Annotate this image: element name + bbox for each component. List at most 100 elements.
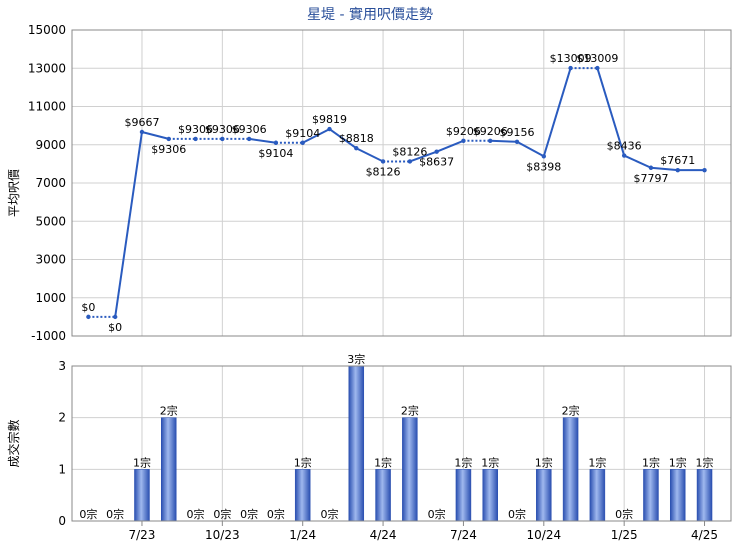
line-data-label: $8126 [366, 165, 401, 178]
x-tick-label: 1/24 [289, 528, 316, 542]
y-tick-label-top: 11000 [28, 100, 66, 114]
bar-data-label: 0宗 [320, 507, 338, 521]
line-point [702, 167, 707, 173]
line-data-label: $9156 [500, 126, 535, 139]
x-tick-label: 4/25 [691, 528, 718, 542]
bar-data-label: 0宗 [187, 507, 205, 521]
line-point [354, 146, 359, 151]
line-data-label: $0 [81, 301, 95, 314]
y-tick-label-bottom: 3 [58, 359, 66, 373]
line-data-label: $9206 [446, 125, 481, 138]
line-segment [302, 128, 330, 144]
y-tick-label-top: 1000 [35, 291, 66, 305]
line-segment [542, 67, 572, 157]
line-data-label: $9306 [178, 123, 213, 136]
bar [455, 469, 472, 522]
bar [294, 469, 311, 522]
x-tick-label: 7/24 [450, 528, 477, 542]
y-tick-label-top: 7000 [35, 176, 66, 190]
bar-data-label: 1宗 [374, 455, 392, 469]
bar-data-label: 0宗 [106, 507, 124, 521]
x-tick-label: 1/25 [611, 528, 638, 542]
line-segment [490, 139, 518, 143]
line-data-label: $8398 [526, 160, 561, 173]
line-point [193, 136, 198, 142]
line-point [86, 314, 91, 320]
bar-data-label: 0宗 [428, 507, 446, 521]
bar-data-label: 1宗 [588, 455, 606, 469]
line-data-label: $9206 [473, 125, 508, 138]
line-point [675, 167, 680, 173]
bar-data-label: 3宗 [347, 352, 365, 366]
line-segment [114, 131, 143, 318]
line-point [568, 65, 573, 71]
line-segment [141, 131, 170, 140]
line-point [300, 140, 305, 145]
line-point [327, 126, 332, 132]
bar-data-label: 0宗 [615, 507, 633, 521]
x-tick-label: 7/23 [128, 528, 155, 542]
bar [669, 469, 686, 522]
bar [134, 469, 150, 522]
line-data-label: $9306 [205, 123, 240, 136]
line-data-label: $9306 [151, 143, 186, 156]
bar [643, 469, 659, 522]
bar [482, 469, 498, 522]
y-axis-label-top: 平均呎價 [7, 169, 21, 217]
bar-data-label: 0宗 [240, 507, 258, 521]
bar-data-label: 0宗 [213, 507, 231, 521]
line-data-label: $9667 [124, 116, 159, 129]
line-point [648, 165, 654, 170]
y-tick-label-bottom: 0 [58, 514, 66, 528]
line-point [139, 129, 145, 135]
bar-data-label: 1宗 [481, 455, 499, 469]
line-segment [516, 140, 545, 158]
line-point [220, 136, 225, 142]
line-point [541, 154, 547, 159]
bar-data-label: 1宗 [454, 455, 472, 469]
line-point [273, 140, 279, 145]
line-point [434, 149, 439, 154]
bar [696, 469, 713, 522]
line-point [112, 314, 118, 320]
bar [375, 469, 391, 522]
line-segment [248, 137, 277, 144]
line-segment [623, 154, 652, 169]
line-segment [436, 139, 464, 153]
chart-title: 星堤 - 實用呎價走勢 [307, 6, 433, 23]
y-tick-label-top: 5000 [35, 214, 66, 228]
y-tick-label-top: 3000 [35, 253, 66, 267]
bar-data-label: 1宗 [133, 455, 151, 469]
line-segment [409, 150, 437, 163]
bar-data-label: 0宗 [267, 507, 285, 521]
line-data-label: $8126 [392, 145, 427, 158]
bar [348, 365, 365, 522]
bar-data-label: 1宗 [669, 455, 687, 469]
bar-data-label: 2宗 [160, 404, 178, 418]
line-data-label: $0 [108, 321, 122, 334]
x-tick-label: 10/24 [527, 528, 562, 542]
y-tick-label-top: -1000 [31, 329, 66, 343]
bar-data-label: 1宗 [294, 455, 312, 469]
line-data-label: $9104 [258, 147, 293, 160]
line-point [621, 153, 627, 158]
bar [536, 469, 552, 522]
plot-frame-top [71, 29, 732, 337]
line-data-label: $13009 [576, 52, 618, 65]
y-tick-label-bottom: 1 [58, 462, 66, 476]
line-point [166, 136, 171, 142]
bar-data-label: 1宗 [535, 455, 553, 469]
line-point [488, 138, 493, 144]
bar-data-label: 0宗 [79, 507, 97, 521]
line-data-label: $9104 [285, 127, 320, 140]
line-segment [355, 147, 384, 163]
y-tick-label-bottom: 2 [58, 411, 66, 425]
line-data-label: $9306 [232, 123, 267, 136]
line-point [514, 139, 520, 144]
line-point [461, 138, 466, 144]
y-tick-label-top: 13000 [28, 61, 66, 75]
plot-area-bottom [72, 366, 731, 521]
line-data-label: $9819 [312, 113, 347, 126]
bar-data-label: 2宗 [401, 404, 419, 418]
